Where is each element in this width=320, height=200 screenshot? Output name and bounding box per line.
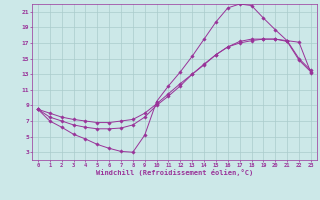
X-axis label: Windchill (Refroidissement éolien,°C): Windchill (Refroidissement éolien,°C) bbox=[96, 169, 253, 176]
